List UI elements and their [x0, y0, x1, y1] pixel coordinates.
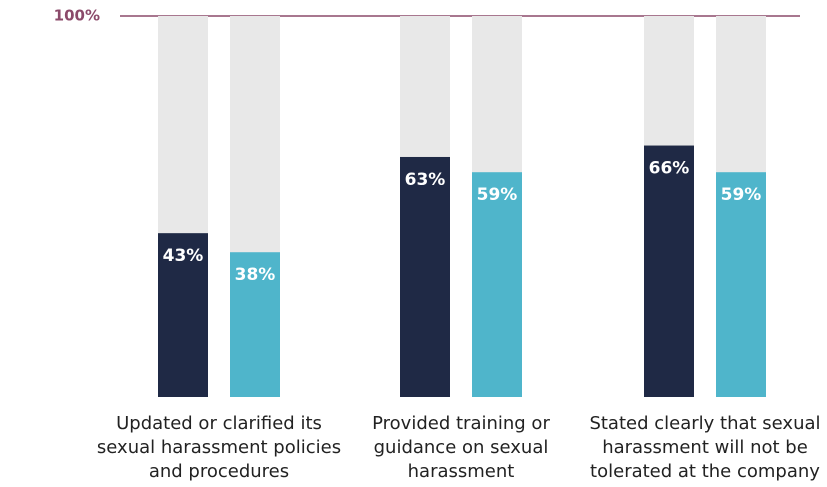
value-label: 63%	[405, 170, 446, 190]
value-label: 43%	[163, 246, 204, 266]
value-label: 59%	[721, 185, 762, 205]
x-tick-label: Stated clearly that sexual harassment wi…	[589, 413, 821, 482]
bar	[716, 172, 766, 397]
value-label: 38%	[235, 265, 276, 285]
bar	[400, 156, 450, 397]
x-tick-label: Provided training or guidance on sexual …	[372, 413, 550, 482]
y-tick-label: 100%	[54, 7, 100, 25]
bar	[644, 145, 694, 397]
bar	[472, 172, 522, 397]
bar	[158, 233, 208, 397]
bar	[230, 252, 280, 397]
x-tick-label: Updated or clarified its sexual harassme…	[96, 413, 342, 482]
value-label: 66%	[649, 159, 690, 179]
value-label: 59%	[477, 185, 518, 205]
